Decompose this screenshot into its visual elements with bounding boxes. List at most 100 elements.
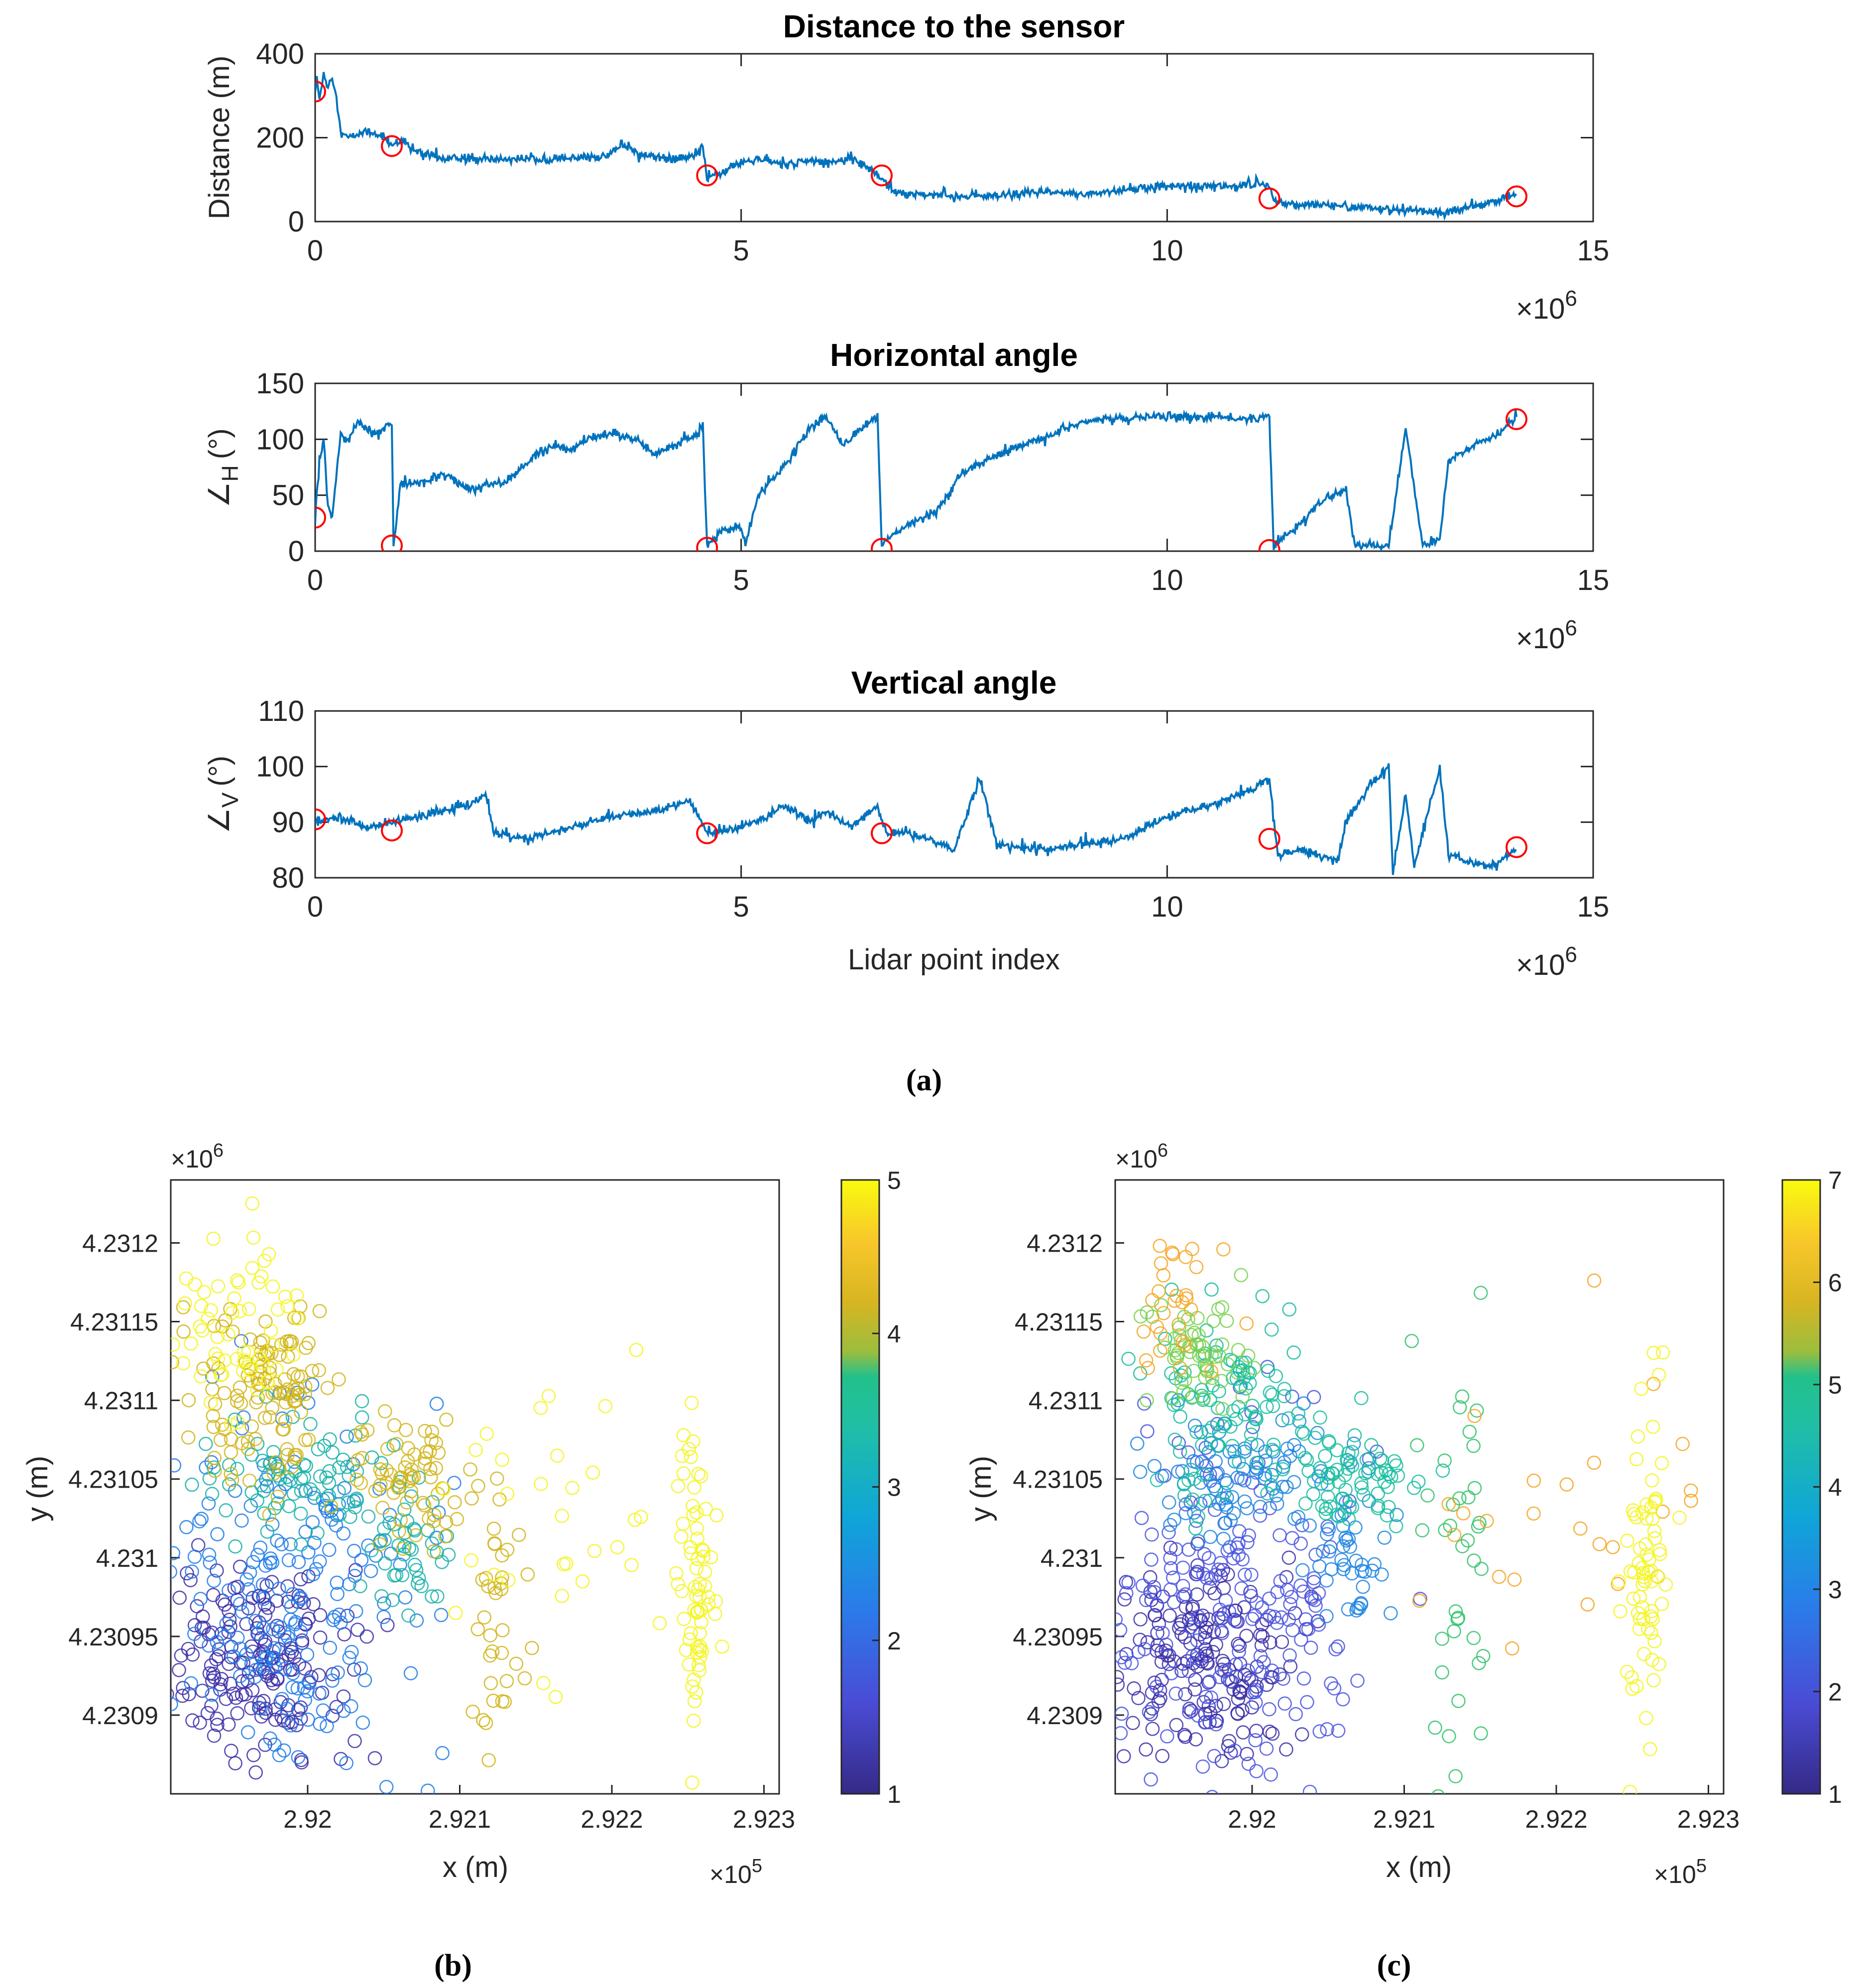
y-tick-label: 4.23105 bbox=[1013, 1466, 1103, 1494]
horizontal-plot-area bbox=[314, 382, 1594, 552]
scatter-point bbox=[495, 1694, 510, 1709]
scatter-b-y-multiplier: ×106 bbox=[171, 1140, 224, 1173]
scatter-point bbox=[316, 1703, 331, 1718]
vertical-x-multiplier: ×106 bbox=[1516, 942, 1577, 981]
scatter-point bbox=[260, 1524, 275, 1539]
scatter-point bbox=[1264, 1767, 1278, 1782]
scatter-point bbox=[1181, 1542, 1196, 1557]
scatter-point bbox=[245, 1591, 260, 1605]
change-point-marker bbox=[1505, 408, 1527, 430]
scatter-point bbox=[439, 1412, 454, 1427]
scatter-point bbox=[1204, 1348, 1219, 1362]
scatter-point bbox=[1150, 1319, 1164, 1334]
scatter-point bbox=[1245, 1475, 1260, 1490]
scatter-point bbox=[324, 1499, 339, 1514]
scatter-point bbox=[1356, 1488, 1371, 1502]
scatter-point bbox=[225, 1473, 239, 1487]
scatter-b-x-multiplier: ×105 bbox=[709, 1856, 762, 1888]
x-tick-label: 5 bbox=[733, 234, 749, 267]
scatter-point bbox=[231, 1415, 245, 1430]
scatter-point bbox=[1297, 1450, 1312, 1465]
y-tick-label: 4.23115 bbox=[70, 1308, 158, 1336]
scatter-point bbox=[1140, 1393, 1154, 1407]
scatter-point bbox=[244, 1639, 259, 1654]
scatter-point bbox=[278, 1289, 293, 1304]
scatter-point bbox=[1241, 1756, 1256, 1771]
scatter-point bbox=[1164, 1561, 1178, 1576]
scatter-point bbox=[699, 1502, 713, 1517]
scatter-point bbox=[1227, 1744, 1242, 1758]
scatter-point bbox=[230, 1352, 244, 1366]
scatter-point bbox=[1442, 1729, 1456, 1744]
scatter-point bbox=[281, 1715, 296, 1730]
scatter-point bbox=[1193, 1627, 1207, 1641]
scatter-point bbox=[395, 1568, 410, 1582]
scatter-point bbox=[1476, 1649, 1491, 1663]
scatter-b-y-multiplier-base: ×10 bbox=[171, 1145, 213, 1173]
scatter-point bbox=[258, 1651, 272, 1666]
scatter-point bbox=[677, 1612, 692, 1626]
scatter-point bbox=[284, 1460, 299, 1474]
scatter-point bbox=[1647, 1523, 1662, 1538]
scatter-point bbox=[336, 1689, 351, 1704]
scatter-point bbox=[685, 1679, 699, 1694]
scatter-point bbox=[1163, 1540, 1178, 1555]
scatter-point bbox=[1156, 1306, 1171, 1320]
scatter-point bbox=[1201, 1699, 1216, 1714]
scatter-point bbox=[517, 1671, 532, 1686]
y-tick-label: 4.2312 bbox=[1027, 1229, 1103, 1257]
scatter-point bbox=[1174, 1663, 1189, 1678]
scatter-point bbox=[210, 1718, 225, 1732]
change-point-marker bbox=[871, 164, 893, 187]
scatter-point bbox=[684, 1626, 698, 1640]
colorbar-tick-label: 4 bbox=[1828, 1474, 1842, 1502]
scatter-point bbox=[430, 1589, 445, 1604]
scatter-point bbox=[676, 1466, 691, 1481]
scatter-point bbox=[222, 1613, 237, 1627]
scatter-point bbox=[501, 1573, 516, 1587]
scatter-point bbox=[429, 1397, 444, 1411]
scatter-point bbox=[293, 1572, 308, 1587]
scatter-point bbox=[217, 1630, 232, 1644]
scatter-point bbox=[1237, 1473, 1252, 1488]
scatter-point bbox=[289, 1288, 304, 1303]
scatter-point bbox=[1219, 1500, 1234, 1515]
scatter-point bbox=[1198, 1707, 1212, 1721]
scatter-point bbox=[1140, 1305, 1155, 1320]
scatter-point bbox=[224, 1744, 238, 1758]
scatter-point bbox=[332, 1372, 346, 1387]
scatter-point bbox=[675, 1584, 689, 1599]
scatter-point bbox=[205, 1487, 220, 1501]
scatter-point bbox=[1635, 1566, 1650, 1581]
scatter-point bbox=[1365, 1563, 1380, 1578]
scatter-point bbox=[171, 1697, 178, 1712]
scatter-point bbox=[421, 1783, 435, 1794]
scatter-point bbox=[1641, 1565, 1656, 1580]
scatter-point bbox=[1635, 1600, 1650, 1615]
scatter-point bbox=[1196, 1391, 1211, 1405]
scatter-point bbox=[233, 1396, 248, 1410]
scatter-point bbox=[204, 1820, 217, 1833]
change-point-marker bbox=[381, 534, 403, 551]
scatter-point bbox=[336, 1704, 351, 1718]
scatter-point bbox=[295, 1636, 310, 1650]
scatter-point bbox=[1232, 1638, 1247, 1653]
scatter-point bbox=[500, 1542, 515, 1557]
scatter-point bbox=[1184, 1610, 1199, 1625]
scatter-point bbox=[1233, 1380, 1247, 1395]
scatter-point bbox=[1174, 1375, 1189, 1390]
scatter-point bbox=[688, 1580, 702, 1595]
scatter-point bbox=[1238, 1567, 1252, 1582]
scatter-point bbox=[1270, 1585, 1285, 1599]
scatter-point bbox=[1580, 1597, 1595, 1612]
scatter-point bbox=[1646, 1673, 1661, 1688]
scatter-point bbox=[224, 1467, 238, 1481]
scatter-point bbox=[230, 1273, 244, 1287]
scatter-point bbox=[254, 1631, 269, 1645]
scatter-point bbox=[234, 1436, 249, 1451]
scatter-point bbox=[270, 1489, 285, 1504]
scatter-point bbox=[478, 1716, 493, 1730]
scatter-point bbox=[265, 1401, 280, 1415]
scatter-point bbox=[206, 1356, 221, 1371]
scatter-point bbox=[312, 1363, 327, 1378]
